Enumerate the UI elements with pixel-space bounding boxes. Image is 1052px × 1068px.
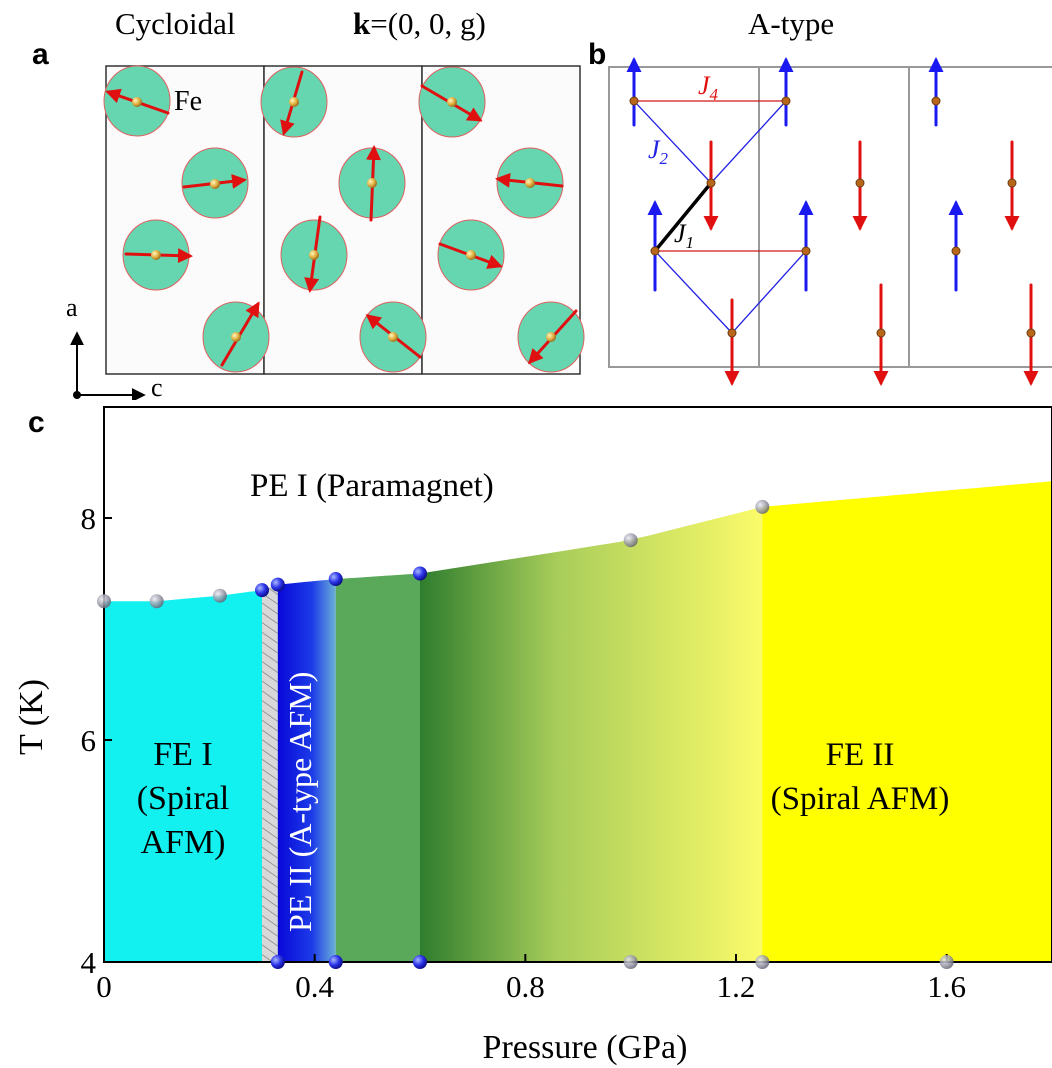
phase-label-pe2: PE II (A-type AFM)	[282, 671, 318, 932]
panels-ab-svg	[70, 57, 1052, 400]
fe-spin-disc	[181, 147, 249, 219]
data-point	[97, 594, 111, 609]
axis-a-label: a	[66, 293, 78, 322]
data-point	[755, 499, 770, 514]
fe-atom-label: Fe	[174, 86, 202, 117]
panel-a-title: Cycloidal	[115, 6, 236, 41]
axis-arrows	[70, 331, 146, 400]
data-point	[149, 594, 164, 609]
spin-down-arrow	[1023, 283, 1039, 386]
region-mixed-hatch	[262, 584, 278, 962]
fe-spin-disc	[359, 301, 427, 373]
fe-spin-disc	[517, 301, 585, 373]
exchange-bonds	[633, 100, 807, 334]
spin-down-arrow	[724, 298, 740, 386]
phase-label-fe2: FE II (Spiral AFM)	[700, 733, 1020, 821]
data-point	[270, 955, 285, 969]
region-transition	[420, 506, 763, 962]
phase-regions	[104, 481, 1052, 962]
fe-spin-disc	[280, 215, 348, 293]
data-point	[413, 566, 427, 581]
kvector-rest: =(0, 0, g)	[370, 6, 486, 41]
y-tick-label: 8	[81, 501, 97, 536]
plot-border	[103, 406, 1052, 963]
spin-down-arrow	[873, 283, 889, 386]
y-axis-label: T (K)	[13, 679, 50, 755]
j2-sub: 2	[659, 149, 669, 169]
fe-spin-disc	[418, 66, 486, 138]
kvector-bold: k	[353, 6, 371, 41]
panel-a-kvector: k=(0, 0, g)	[353, 8, 486, 40]
spin-up-arrow	[798, 200, 814, 292]
data-point	[755, 955, 770, 969]
j2-label: J2	[648, 134, 668, 175]
fe-spin-disc	[260, 66, 328, 138]
panel-letter-a: a	[32, 38, 49, 71]
spin-up-arrow	[928, 57, 944, 127]
panel-a-spins	[103, 65, 585, 373]
data-point	[328, 955, 343, 969]
fe-spin-disc	[202, 301, 270, 373]
y-tick-label: 6	[81, 723, 97, 758]
x-axis-label: Pressure (GPa)	[483, 1029, 688, 1066]
spin-down-arrow	[1004, 140, 1020, 231]
fe1-line3: AFM)	[140, 824, 226, 861]
data-point	[413, 955, 427, 969]
data-point	[255, 583, 269, 598]
j2-letter: J	[648, 135, 660, 164]
data-point	[939, 955, 954, 969]
data-point	[623, 533, 638, 548]
fe-spin-disc	[122, 219, 193, 291]
panel-letter-c: c	[28, 406, 45, 439]
spin-up-arrow	[647, 200, 663, 292]
j1-label: J1	[674, 218, 694, 259]
j1-sub: 1	[685, 233, 695, 253]
y-tick-label: 4	[81, 945, 97, 980]
region-fe2	[762, 481, 1052, 962]
fe-spin-disc	[338, 145, 406, 222]
bond-j1	[653, 181, 713, 253]
panel-letter-b: b	[588, 38, 607, 71]
chart-ticks: 0 0.4 0.8 1.2 1.6 4 6 8	[81, 501, 967, 1004]
phase-label-pe1: PE I (Paramagnet)	[250, 468, 494, 504]
x-tick-label: 0	[96, 969, 112, 1004]
data-point	[270, 577, 285, 592]
fe-spin-disc	[103, 65, 171, 137]
chart-points	[97, 499, 954, 969]
spin-up-arrow	[626, 57, 642, 127]
j4-sub: 4	[709, 85, 719, 105]
fe1-line2: (Spiral	[136, 780, 230, 817]
spin-down-arrow	[852, 140, 868, 231]
panel-b-title: A-type	[748, 6, 835, 41]
region-fe1	[104, 590, 262, 962]
data-point	[212, 588, 227, 603]
fe-spin-disc	[495, 147, 564, 219]
region-green	[335, 573, 420, 962]
fe-spin-disc	[437, 219, 505, 291]
j4-letter: J	[698, 71, 710, 100]
j1-letter: J	[674, 219, 686, 248]
x-tick-label: 1.6	[927, 969, 966, 1004]
fe2-line2: (Spiral AFM)	[770, 781, 950, 817]
phase-label-fe1: FE I (Spiral AFM)	[108, 733, 258, 865]
x-tick-label: 1.2	[717, 969, 756, 1004]
fe1-line1: FE I	[153, 736, 213, 773]
spin-down-arrow	[703, 140, 719, 231]
spin-up-arrow	[948, 200, 964, 292]
axis-c-label: c	[151, 373, 163, 402]
chart-frame	[103, 406, 1052, 963]
data-point	[623, 955, 638, 969]
j4-label: J4	[698, 70, 718, 111]
fe2-line1: FE II	[825, 737, 895, 773]
region-pe2	[277, 579, 336, 962]
x-tick-label: 0.8	[506, 969, 545, 1004]
data-point	[328, 572, 343, 587]
panel-b-spins	[626, 57, 1039, 386]
x-tick-label: 0.4	[295, 969, 334, 1004]
spin-up-arrow	[778, 57, 794, 127]
